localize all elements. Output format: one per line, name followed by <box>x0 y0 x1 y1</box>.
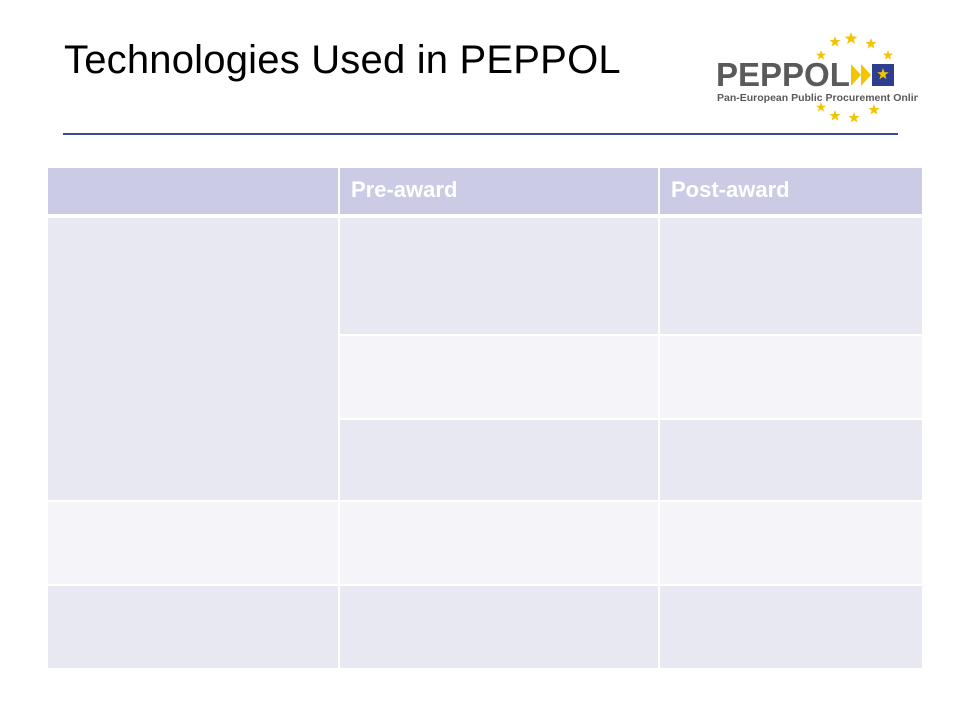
title-divider <box>63 133 898 135</box>
table-cell <box>340 586 658 668</box>
slide-title: Technologies Used in PEPPOL <box>64 38 621 82</box>
table-cell <box>660 336 922 418</box>
star-icon <box>815 32 894 123</box>
table-cell <box>660 420 922 500</box>
table-cell <box>340 420 658 500</box>
logo-wordmark: PEPPOL <box>716 56 850 93</box>
table-cell <box>48 586 338 668</box>
technology-table: Pre-award Post-award <box>48 168 922 668</box>
logo-tagline: Pan-European Public Procurement Online <box>717 92 918 104</box>
header-cell-pre-award: Pre-award <box>340 168 658 214</box>
table-cell <box>48 502 338 584</box>
peppol-logo: PEPPOL Pan-European Public Procurement O… <box>708 28 918 124</box>
table-cell <box>48 218 338 500</box>
header-cell-post-award: Post-award <box>660 168 922 214</box>
arrow-icon <box>851 64 861 86</box>
table-cell <box>340 336 658 418</box>
table-cell <box>660 218 922 334</box>
table-cell <box>340 502 658 584</box>
table-cell <box>660 502 922 584</box>
table-cell <box>660 586 922 668</box>
header-cell-empty <box>48 168 338 214</box>
table-cell <box>340 218 658 334</box>
